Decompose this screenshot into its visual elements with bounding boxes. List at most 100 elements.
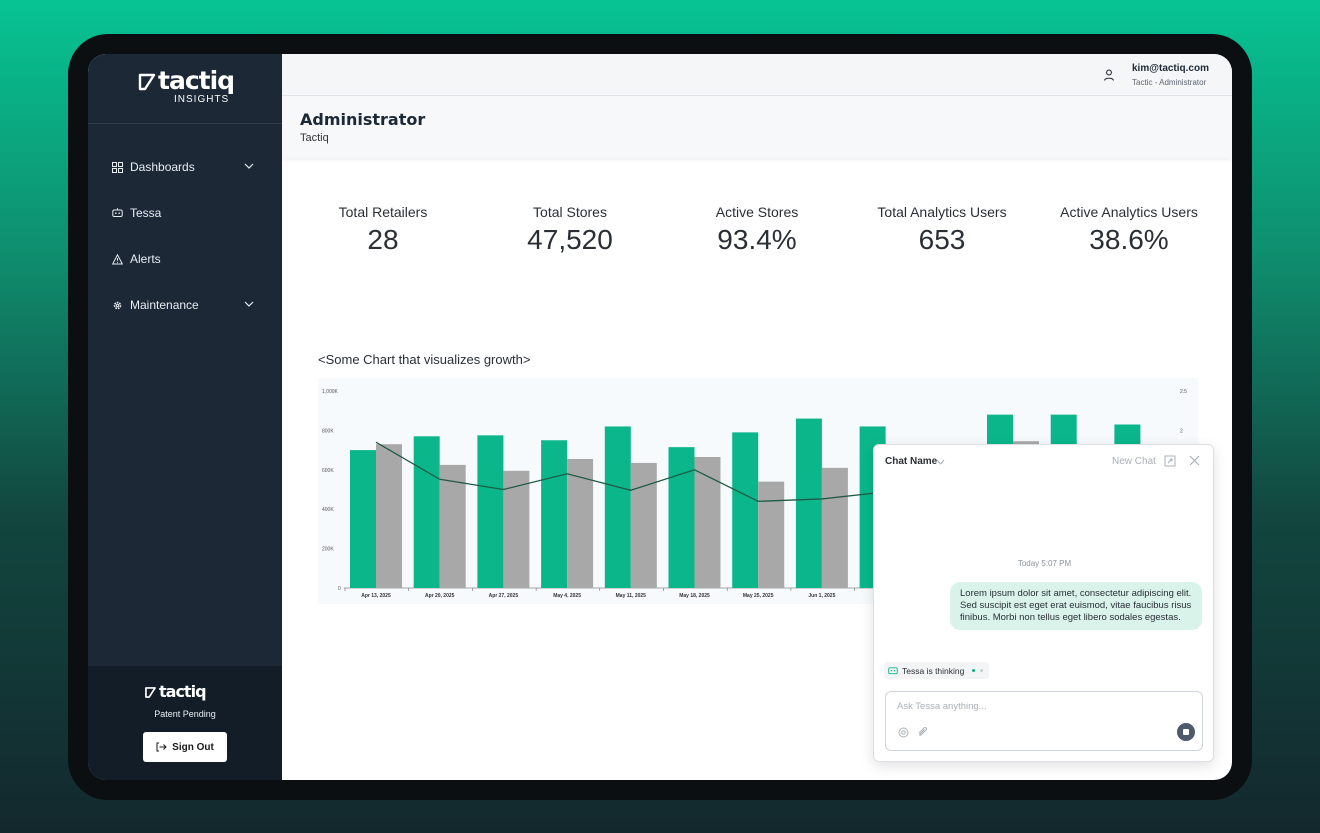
user-role: Tactic - Administrator <box>1132 78 1207 87</box>
x-tick-label: Jun 1, 2025 <box>808 593 835 599</box>
x-tick-label: May 25, 2025 <box>743 593 774 599</box>
user-icon[interactable] <box>1102 68 1116 82</box>
sidebar-item-label: Alerts <box>130 252 161 266</box>
sidebar-item-alerts[interactable]: Alerts <box>88 236 282 282</box>
bar-series-2 <box>376 444 402 588</box>
thinking-label: Tessa is thinking <box>902 665 965 676</box>
chevron-down-icon <box>244 163 254 169</box>
x-tick-label: May 11, 2025 <box>616 593 647 599</box>
sidebar-item-label: Dashboards <box>130 160 195 174</box>
logo-mark-icon <box>145 687 156 698</box>
chat-input-box <box>885 691 1203 751</box>
chat-bot-icon <box>888 666 898 674</box>
bar-series-2 <box>567 458 594 588</box>
kpi-value: 38.6% <box>1089 224 1169 255</box>
chat-timestamp: Today 5:07 PM <box>1017 559 1072 568</box>
y-tick-label: 200K <box>322 547 334 553</box>
sidebar: tactiq INSIGHTS Dashboards <box>88 54 282 780</box>
bar-series-1 <box>668 447 695 588</box>
bar-series-1 <box>604 426 631 588</box>
chat-name-dropdown[interactable]: Chat Name <box>885 456 938 467</box>
bar-series-1 <box>732 432 759 588</box>
bar-series-1 <box>350 450 376 588</box>
bar-series-1 <box>413 436 440 588</box>
x-tick-label: Apr 27, 2025 <box>489 593 519 599</box>
y2-tick-label: 2.5 <box>1180 389 1187 395</box>
kpi-value: 93.4% <box>717 224 797 255</box>
logo-subtitle: INSIGHTS <box>174 94 230 105</box>
bar-series-2 <box>503 470 530 588</box>
user-email: kim@tactiq.com <box>1132 63 1209 74</box>
y-tick-label: 800K <box>322 428 334 434</box>
bar-series-1 <box>477 435 504 588</box>
page-subtitle: Tactiq <box>300 132 329 144</box>
typing-dot <box>980 669 984 672</box>
bar-series-2 <box>758 481 785 588</box>
chart-title: <Some Chart that visualizes growth> <box>318 352 531 367</box>
top-bar: kim@tactiq.com Tactic - Administrator <box>282 54 1232 96</box>
y-tick-label: 1,000K <box>322 389 339 395</box>
app-screen: tactiq INSIGHTS Dashboards <box>88 54 1232 780</box>
mention-icon[interactable] <box>898 727 909 738</box>
kpi-label: Total Stores <box>533 204 607 220</box>
kpi-row: Total Retailers 28 Total Stores 47,520 A… <box>282 204 1232 274</box>
kpi-label: Total Retailers <box>338 204 428 220</box>
attach-icon[interactable] <box>916 726 928 738</box>
close-icon[interactable] <box>1189 455 1200 466</box>
y-tick-label: 600K <box>322 468 334 474</box>
sidebar-item-dashboards[interactable]: Dashboards <box>88 144 282 190</box>
bar-series-1 <box>795 418 822 588</box>
warning-icon <box>112 253 123 264</box>
sidebar-nav: Dashboards Tessa <box>88 144 282 328</box>
grid-icon <box>112 161 123 173</box>
bar-series-2 <box>439 464 466 588</box>
sidebar-footer: tactiq Patent Pending Sign Out <box>88 666 282 780</box>
sign-out-icon <box>156 742 167 752</box>
chat-panel: Chat Name New Chat Today 5:07 PM Lorem i… <box>873 444 1214 762</box>
kpi-value: 28 <box>367 224 399 255</box>
x-tick-label: May 4, 2025 <box>553 593 581 599</box>
expand-icon[interactable] <box>1164 455 1176 467</box>
patent-notice: Patent Pending <box>154 709 216 719</box>
bar-series-2 <box>694 456 721 588</box>
sidebar-item-maintenance[interactable]: Maintenance <box>88 282 282 328</box>
sign-out-button[interactable]: Sign Out <box>143 732 227 762</box>
page-header: Administrator Tactiq <box>282 96 1232 158</box>
y2-tick-label: 2 <box>1180 428 1183 434</box>
thinking-indicator: Tessa is thinking <box>884 662 990 679</box>
x-tick-label: May 18, 2025 <box>679 593 710 599</box>
user-message-bubble: Lorem ipsum dolor sit amet, consectetur … <box>950 582 1202 630</box>
new-chat-button[interactable]: New Chat <box>1112 456 1156 467</box>
y-tick-label: 0 <box>338 586 341 592</box>
bar-series-2 <box>630 462 657 588</box>
x-tick-label: Apr 20, 2025 <box>425 593 455 599</box>
typing-dot <box>972 669 976 672</box>
kpi-value: 47,520 <box>527 224 613 255</box>
sidebar-item-label: Tessa <box>130 206 162 220</box>
chevron-down-icon[interactable] <box>936 458 945 466</box>
bar-series-2 <box>821 467 848 588</box>
kpi-label: Active Stores <box>715 204 799 220</box>
sign-out-label: Sign Out <box>172 741 214 753</box>
kpi-active-stores: Active Stores 93.4% <box>667 204 847 256</box>
chat-input[interactable] <box>897 698 1187 714</box>
brand-logo[interactable]: tactiq INSIGHTS <box>88 54 282 124</box>
chevron-down-icon <box>244 301 254 307</box>
gear-icon <box>113 301 122 309</box>
sidebar-item-tessa[interactable]: Tessa <box>88 190 282 236</box>
kpi-label: Active Analytics Users <box>1060 204 1198 220</box>
logo-mark-icon <box>138 73 156 91</box>
stop-generation-button[interactable] <box>1177 723 1195 741</box>
footer-logo-text: tactiq <box>159 682 207 701</box>
y-tick-label: 400K <box>322 507 334 513</box>
kpi-value: 653 <box>918 224 966 255</box>
kpi-total-retailers: Total Retailers 28 <box>293 204 473 256</box>
sidebar-item-label: Maintenance <box>130 298 199 312</box>
bar-series-1 <box>541 440 568 588</box>
kpi-total-analytics-users: Total Analytics Users 653 <box>852 204 1032 256</box>
kpi-label: Total Analytics Users <box>877 204 1007 220</box>
x-tick-label: Apr 13, 2025 <box>361 593 391 599</box>
logo-text: tactiq <box>158 66 235 95</box>
chat-bot-icon <box>112 207 123 217</box>
kpi-total-stores: Total Stores 47,520 <box>480 204 660 256</box>
